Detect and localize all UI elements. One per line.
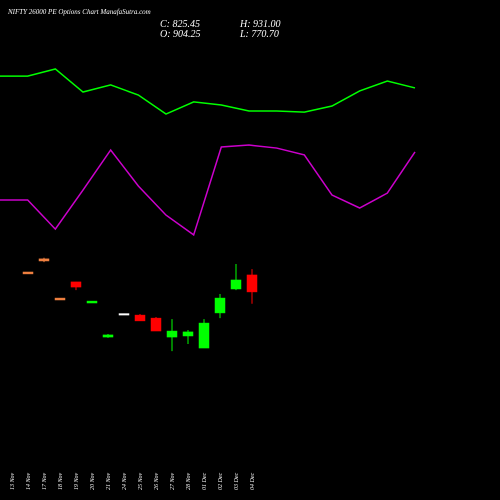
header-open: O: 904.25	[160, 29, 201, 40]
candle-body	[118, 313, 130, 316]
x-tick-label: 03 Dec	[234, 473, 240, 490]
header-close: C: 825.45	[160, 19, 200, 30]
candle-body	[134, 314, 146, 322]
x-tick-label: 14 Nov	[25, 472, 32, 490]
candle-body	[22, 271, 34, 275]
x-tick-label: 01 Dec	[202, 473, 208, 490]
line-series	[0, 144, 416, 237]
x-tick-label: 26 Nov	[154, 472, 160, 490]
candle-body	[198, 322, 210, 349]
x-tick-label: 13 Nov	[10, 472, 16, 490]
x-tick-label: 04 Dec	[249, 473, 256, 490]
chart-title: NIFTY 26000 PE Options Chart ManafaSutra…	[7, 8, 151, 16]
x-tick-label: 25 Nov	[138, 472, 144, 490]
header-low: L: 770.70	[239, 29, 279, 40]
x-tick-label: 24 Nov	[121, 472, 128, 490]
x-tick-label: 17 Nov	[42, 472, 48, 490]
candle-body	[246, 274, 258, 293]
x-tick-label: 21 Nov	[106, 472, 112, 490]
candle-body	[214, 297, 226, 314]
x-tick-label: 28 Nov	[186, 472, 192, 490]
x-tick-label: 19 Nov	[74, 472, 80, 490]
x-tick-label: 20 Nov	[90, 472, 96, 490]
candle-body	[150, 317, 162, 332]
candle-body	[38, 258, 50, 262]
candle-body	[54, 297, 66, 301]
candle-body	[166, 330, 178, 338]
x-tick-label: 18 Nov	[58, 472, 64, 490]
candle-body	[70, 281, 82, 288]
candle-body	[230, 279, 242, 290]
header-high: H: 931.00	[239, 19, 281, 30]
x-tick-label: 02 Dec	[218, 473, 224, 490]
candle-body	[182, 331, 194, 337]
candle-body	[102, 334, 114, 338]
candle-body	[86, 300, 98, 304]
line-series	[0, 68, 416, 115]
x-tick-label: 27 Nov	[170, 472, 176, 490]
